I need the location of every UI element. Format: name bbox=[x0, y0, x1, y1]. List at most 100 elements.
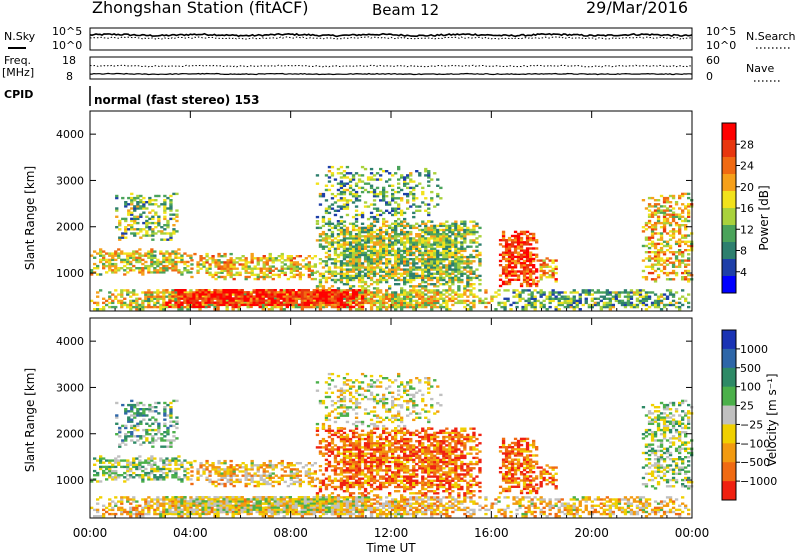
power-cell bbox=[409, 289, 413, 292]
power-cell bbox=[366, 291, 371, 294]
power-cell bbox=[300, 303, 305, 306]
power-cell bbox=[342, 224, 347, 228]
power-cell bbox=[385, 308, 389, 311]
power-cell bbox=[539, 259, 543, 262]
velocity-cell bbox=[135, 510, 139, 514]
power-cell bbox=[498, 284, 503, 288]
power-heatmap bbox=[90, 165, 694, 311]
power-cell bbox=[330, 272, 335, 275]
power-cell bbox=[121, 234, 125, 237]
power-cell bbox=[650, 215, 655, 218]
power-cell bbox=[369, 303, 374, 307]
power-cell bbox=[674, 291, 679, 294]
power-cell bbox=[345, 230, 350, 234]
power-cell bbox=[412, 289, 416, 292]
power-cell bbox=[292, 263, 297, 266]
power-cell bbox=[339, 251, 344, 255]
power-cell bbox=[147, 256, 151, 259]
power-cell bbox=[662, 251, 667, 254]
power-cell bbox=[165, 301, 169, 304]
power-cell bbox=[451, 297, 455, 300]
power-cell bbox=[168, 258, 172, 262]
power-cell bbox=[262, 273, 266, 277]
power-cell bbox=[662, 303, 667, 307]
power-cell bbox=[339, 299, 344, 302]
power-cell bbox=[324, 305, 329, 309]
power-cell bbox=[430, 264, 434, 267]
power-cell bbox=[171, 291, 175, 294]
velocity-cell bbox=[168, 510, 172, 514]
power-cell bbox=[96, 273, 100, 276]
power-cell bbox=[348, 233, 353, 236]
power-cell bbox=[210, 295, 214, 298]
power-cell bbox=[297, 305, 302, 309]
velocity-cell bbox=[96, 498, 100, 501]
power-cell bbox=[596, 301, 601, 305]
power-cell bbox=[294, 305, 299, 309]
power-cell bbox=[151, 217, 155, 221]
power-cell bbox=[457, 247, 461, 250]
power-cell bbox=[189, 271, 193, 274]
power-cell bbox=[415, 222, 419, 225]
power-cell bbox=[641, 276, 646, 279]
power-cell bbox=[421, 201, 425, 204]
power-cell bbox=[180, 254, 184, 257]
power-cell bbox=[304, 257, 309, 260]
power-cell bbox=[217, 255, 221, 258]
power-cell bbox=[513, 230, 518, 234]
power-cell bbox=[288, 299, 293, 302]
power-cell bbox=[148, 211, 152, 214]
power-cell bbox=[647, 238, 652, 241]
power-cell bbox=[144, 260, 148, 264]
power-cell bbox=[118, 236, 122, 239]
power-cell bbox=[363, 293, 368, 296]
velocity-cell bbox=[234, 500, 238, 503]
power-cell bbox=[687, 209, 691, 212]
freq-trace bbox=[90, 72, 693, 76]
power-cell bbox=[169, 205, 173, 208]
power-cell bbox=[644, 297, 649, 300]
power-cell bbox=[252, 303, 256, 306]
power-cell bbox=[318, 235, 323, 238]
power-cell bbox=[572, 301, 576, 305]
power-cell bbox=[166, 226, 170, 229]
power-cell bbox=[339, 301, 344, 304]
power-cell bbox=[430, 245, 434, 248]
power-cell bbox=[448, 262, 452, 265]
power-cell bbox=[237, 289, 241, 292]
power-cell bbox=[406, 207, 410, 210]
power-cell bbox=[310, 257, 315, 260]
power-cell bbox=[436, 305, 440, 309]
power-cell bbox=[286, 277, 291, 281]
power-cell bbox=[454, 255, 458, 259]
velocity-cell bbox=[147, 504, 151, 507]
power-cell bbox=[379, 230, 383, 234]
power-cell bbox=[516, 276, 521, 279]
power-cell bbox=[678, 240, 682, 243]
power-cell bbox=[638, 293, 643, 296]
power-cell bbox=[342, 276, 347, 280]
power-cell bbox=[527, 299, 531, 303]
velocity-cell bbox=[132, 498, 136, 501]
power-cell bbox=[265, 257, 269, 260]
power-cell bbox=[430, 190, 434, 194]
power-cell bbox=[516, 232, 521, 236]
power-cell bbox=[120, 299, 124, 303]
power-cell bbox=[681, 253, 685, 256]
power-cell bbox=[507, 243, 512, 246]
power-cell bbox=[650, 301, 655, 305]
power-cell bbox=[532, 282, 536, 286]
power-cell bbox=[545, 263, 549, 266]
power-cell bbox=[653, 251, 658, 254]
power-cell bbox=[369, 264, 374, 267]
power-cell bbox=[415, 243, 419, 246]
power-cell bbox=[566, 297, 570, 300]
power-cell bbox=[345, 243, 350, 246]
power-cell bbox=[665, 240, 670, 243]
power-cell bbox=[108, 267, 112, 270]
power-cell bbox=[418, 293, 422, 296]
power-cell bbox=[400, 268, 404, 271]
power-cell bbox=[403, 280, 407, 284]
power-cell bbox=[406, 293, 410, 296]
velocity-cell bbox=[144, 498, 148, 501]
